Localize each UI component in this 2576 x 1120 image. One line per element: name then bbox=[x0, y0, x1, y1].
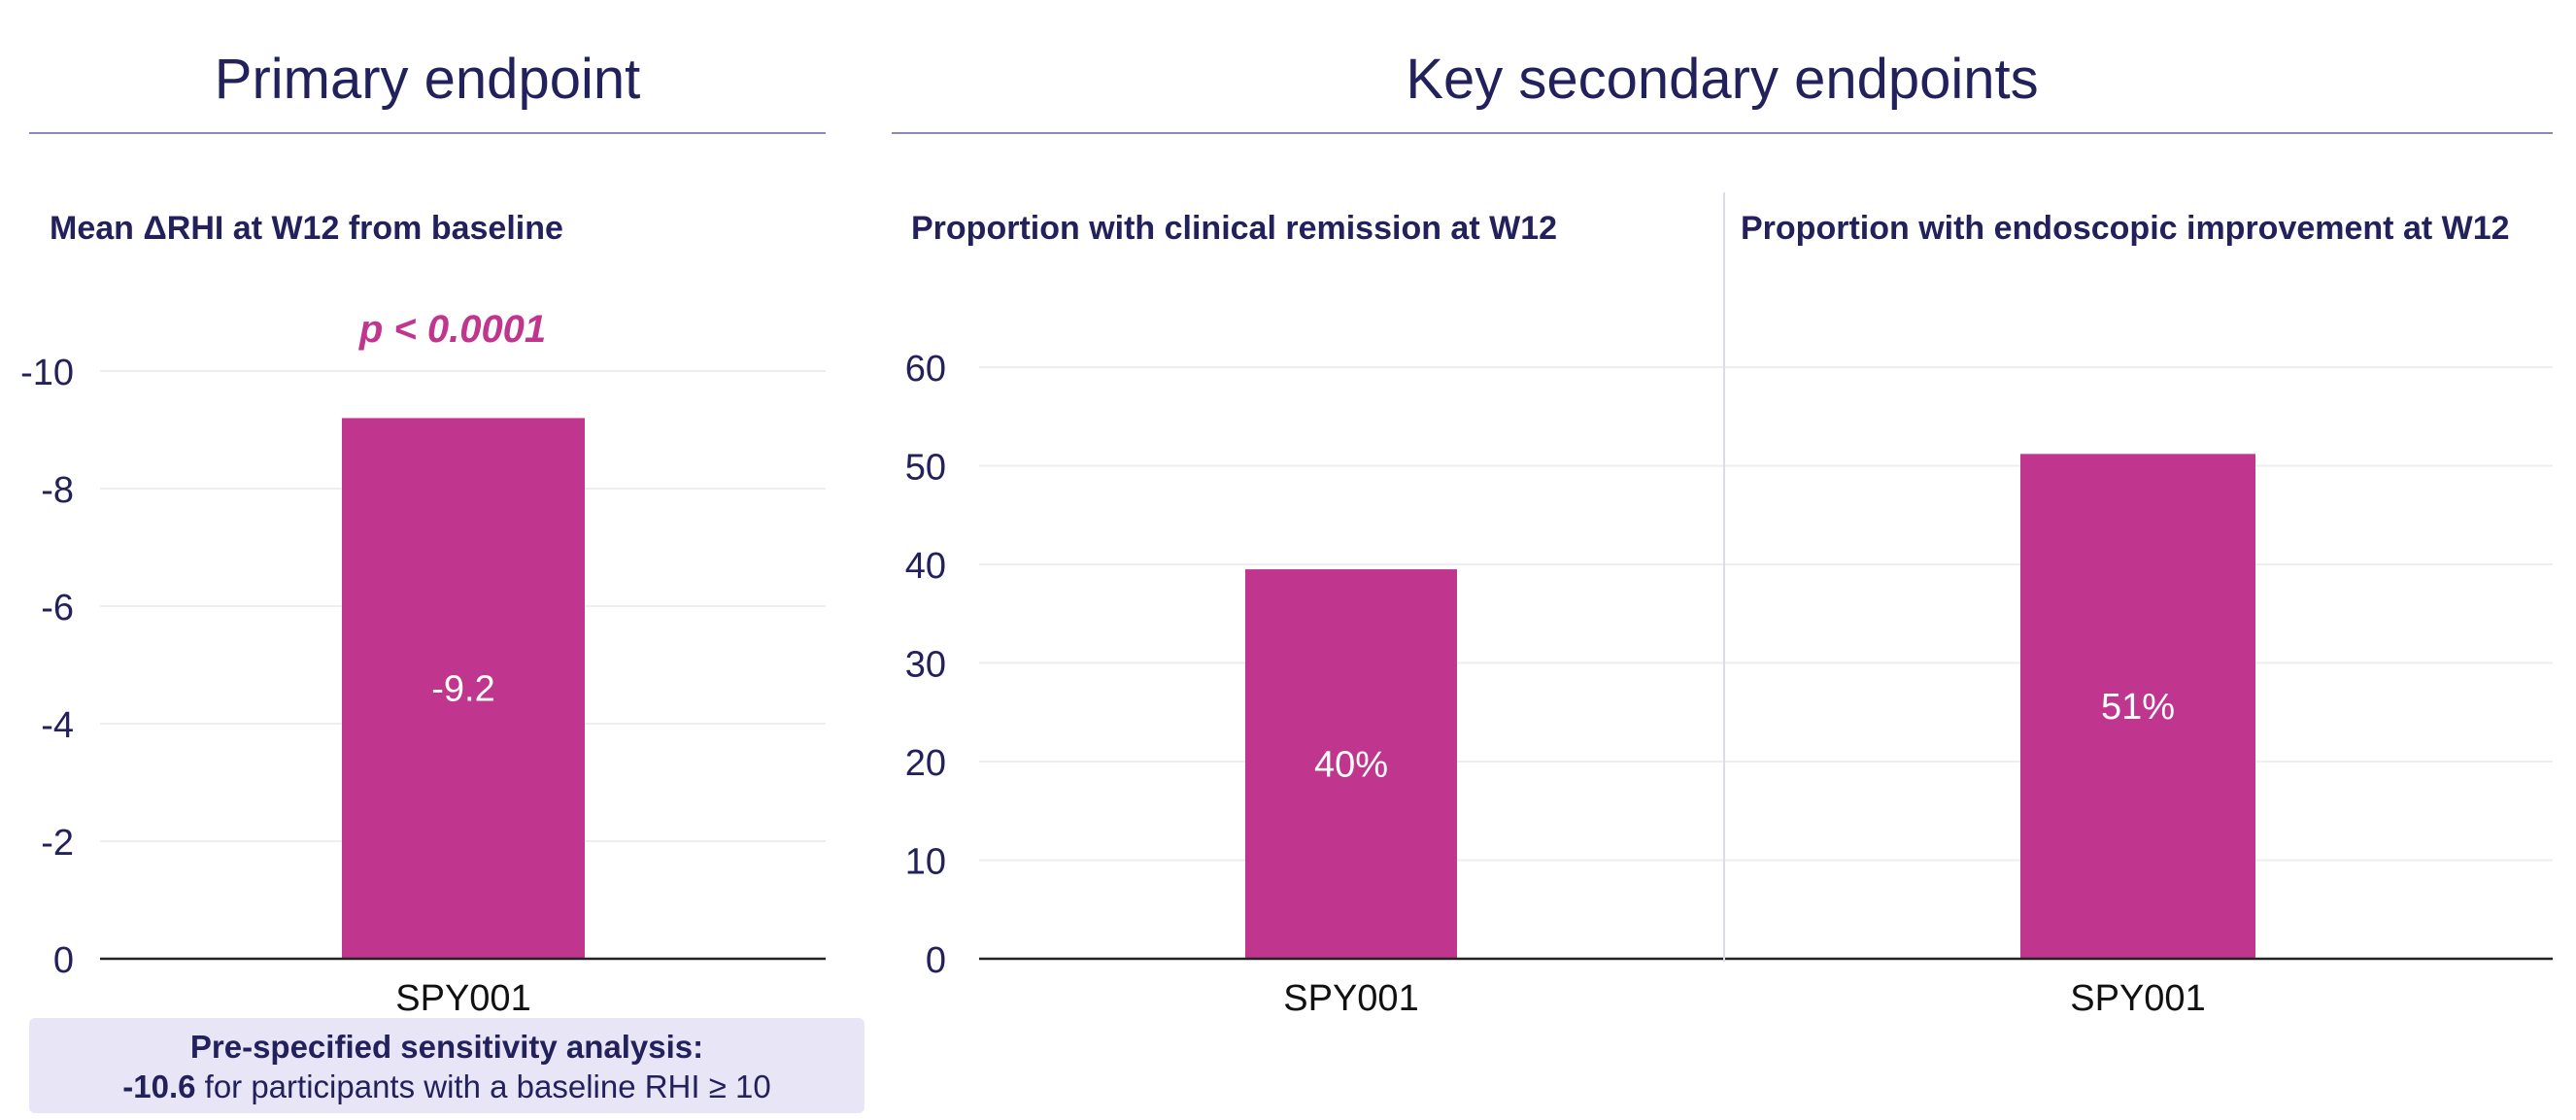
sensitivity-text: for participants with a baseline RHI ≥ 1… bbox=[195, 1069, 771, 1104]
sensitivity-line: -10.6 for participants with a baseline R… bbox=[29, 1067, 864, 1107]
y-tick-label-clinical-remission-6: 60 bbox=[905, 349, 946, 390]
chart-title-rhi: Mean ΔRHI at W12 from baseline bbox=[50, 210, 563, 247]
y-tick-label-rhi-5: -10 bbox=[20, 353, 74, 393]
y-tick-label-clinical-remission-1: 10 bbox=[905, 842, 946, 883]
y-tick-label-clinical-remission-3: 30 bbox=[905, 645, 946, 686]
sensitivity-analysis-box: Pre-specified sensitivity analysis: -10.… bbox=[29, 1018, 864, 1113]
bar-data-label-clinical-remission-0: 40% bbox=[1314, 745, 1388, 786]
x-category-label-clinical-remission-0: SPY001 bbox=[1283, 978, 1418, 1019]
y-tick-label-clinical-remission-2: 20 bbox=[905, 743, 946, 784]
sensitivity-title: Pre-specified sensitivity analysis: bbox=[189, 1029, 704, 1065]
bar-rhi-0 bbox=[342, 418, 585, 959]
sensitivity-value: -10.6 bbox=[122, 1069, 196, 1104]
y-tick-label-clinical-remission-4: 40 bbox=[905, 546, 946, 587]
chart-title-clinical-remission: Proportion with clinical remission at W1… bbox=[911, 210, 1558, 247]
primary-endpoint-title: Primary endpoint bbox=[214, 48, 641, 111]
p-value-annotation: p < 0.0001 bbox=[358, 308, 547, 351]
y-tick-label-clinical-remission-0: 0 bbox=[926, 940, 946, 981]
bar-clinical-remission-0 bbox=[1245, 569, 1457, 959]
y-tick-label-rhi-4: -8 bbox=[41, 470, 74, 511]
y-tick-label-rhi-0: 0 bbox=[53, 940, 74, 981]
y-tick-label-rhi-1: -2 bbox=[41, 823, 74, 864]
secondary-title-rule bbox=[892, 132, 2553, 134]
secondary-endpoints-title: Key secondary endpoints bbox=[1406, 48, 2039, 111]
x-category-label-rhi-0: SPY001 bbox=[395, 978, 530, 1019]
primary-title-rule bbox=[29, 132, 826, 134]
chart-title-endoscopic-improvement: Proportion with endoscopic improvement a… bbox=[1741, 210, 2510, 247]
bar-data-label-endoscopic-improvement-0: 51% bbox=[2101, 687, 2175, 728]
y-tick-label-rhi-2: -4 bbox=[41, 705, 74, 746]
bar-endoscopic-improvement-0 bbox=[2020, 454, 2255, 959]
y-tick-label-rhi-3: -6 bbox=[41, 588, 74, 628]
bar-data-label-rhi-0: -9.2 bbox=[431, 669, 494, 710]
x-category-label-endoscopic-improvement-0: SPY001 bbox=[2070, 978, 2205, 1019]
y-tick-label-clinical-remission-5: 50 bbox=[905, 448, 946, 489]
